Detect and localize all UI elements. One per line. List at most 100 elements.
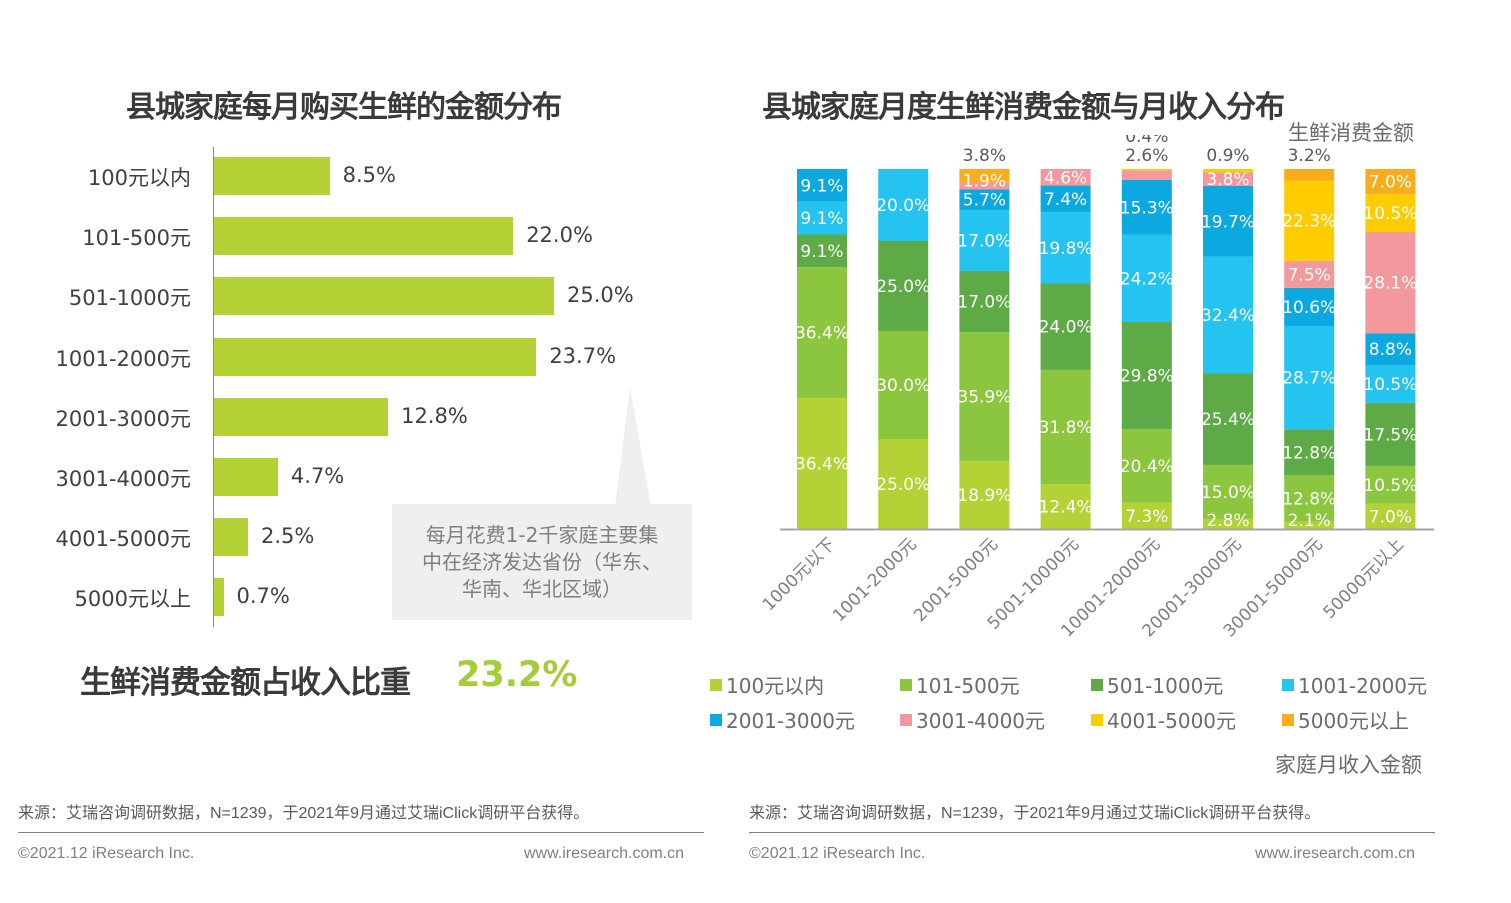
legend-item: 4001-5000元 <box>1091 705 1236 734</box>
stack-segment <box>1203 518 1253 529</box>
legend-swatch-icon <box>1282 713 1294 726</box>
category-label: 501-1000元 <box>68 286 191 311</box>
segment-value-label: 9.1% <box>800 209 843 229</box>
stack-segment <box>1040 369 1091 485</box>
stack-segment <box>1203 172 1253 186</box>
bar <box>214 217 514 256</box>
segment-value-label: 2.8% <box>1206 511 1249 531</box>
segment-value-label: 10.6% <box>1282 298 1336 318</box>
segment-value-label: 25.0% <box>876 475 930 495</box>
stack-segment <box>959 332 1010 462</box>
stack-segment <box>1040 283 1091 370</box>
stack-segment <box>1284 521 1335 529</box>
value-label: 4.7% <box>290 464 345 488</box>
segment-value-label: 7.5% <box>1288 265 1331 285</box>
segment-value-label: 31.8% <box>1039 418 1093 438</box>
stack-segment <box>959 461 1010 529</box>
right-chart-title: 县城家庭月度生鲜消费金额与月收入分布 <box>762 90 1285 125</box>
segment-value-label: 7.3% <box>1125 507 1168 527</box>
stack-segment <box>797 234 847 268</box>
stack-segment <box>797 398 847 529</box>
callout-line-3: 华南、华北区域） <box>462 577 622 601</box>
stack-segment <box>959 189 1010 210</box>
segment-value-label: 10.5% <box>1363 375 1417 395</box>
segment-value-label: 30.0% <box>876 376 930 396</box>
legend-title: 生鲜消费金额 <box>1288 121 1414 145</box>
category-label: 5000元以上 <box>74 587 191 612</box>
stack-segment <box>959 209 1010 272</box>
segment-value-label: 3.2% <box>1288 146 1331 166</box>
stacked-bar-chart: 36.4% 36.4% 9.1% 9.1% 9.1% 1000元以下 25.0% 30.0% 2… <box>760 135 1434 641</box>
value-label: 22.0% <box>526 223 593 248</box>
legend-label: 2001-3000元 <box>726 709 856 733</box>
segment-value-label: 29.8% <box>1120 367 1174 387</box>
segment-value-label: 19.7% <box>1201 212 1255 232</box>
legend-item: 501-1000元 <box>1091 670 1223 699</box>
bar <box>214 578 224 617</box>
x-tick-label: 1000元以下 <box>760 534 840 615</box>
stack-segment <box>797 169 847 202</box>
bar <box>214 397 389 436</box>
segment-value-label: 25.0% <box>876 277 930 297</box>
segment-value-label: 12.4% <box>1039 498 1093 518</box>
stack-segment <box>1040 185 1091 213</box>
stack-segment <box>1365 365 1416 403</box>
category-label: 2001-3000元 <box>55 406 191 431</box>
stack-segment <box>797 201 847 235</box>
callout-pointer <box>615 388 651 506</box>
stack-segment <box>1365 402 1416 466</box>
segment-value-label: 36.4% <box>795 324 849 344</box>
left-copyright: ©2021.12 iResearch Inc. <box>18 845 195 862</box>
legend-label: 5000元以上 <box>1298 709 1409 733</box>
left-chart-title: 县城家庭每月购买生鲜的金额分布 <box>126 90 562 125</box>
x-tick-label: 2001-5000元 <box>910 534 1002 626</box>
stack-segment <box>1203 464 1253 519</box>
stack-segment <box>1203 169 1253 173</box>
stack-segment <box>1203 185 1253 257</box>
segment-value-label: 5.7% <box>963 191 1006 211</box>
legend-label: 3001-4000元 <box>916 709 1046 733</box>
segment-value-label: 24.2% <box>1120 269 1174 289</box>
bar <box>214 458 278 496</box>
stack-segment <box>959 182 1010 190</box>
category-label: 4001-5000元 <box>55 527 191 552</box>
bar <box>214 337 537 376</box>
legend-item: 2001-3000元 <box>710 705 855 734</box>
x-axis-title: 家庭月收入金额 <box>1275 753 1422 777</box>
segment-value-label: 15.0% <box>1201 483 1255 503</box>
segment-value-label: 35.9% <box>957 388 1011 408</box>
left-website-link[interactable]: www.iresearch.com.cn <box>524 845 685 862</box>
segment-value-label: 20.0% <box>876 196 930 216</box>
stack-segment <box>1121 322 1172 430</box>
stack-segment <box>1121 234 1172 322</box>
segment-value-label: 25.4% <box>1201 410 1255 430</box>
segment-value-label: 3.8% <box>963 146 1006 166</box>
legend-swatch-icon <box>710 678 722 691</box>
stack-segment <box>1284 180 1335 261</box>
segment-value-label: 36.4% <box>795 455 849 475</box>
right-website-link[interactable]: www.iresearch.com.cn <box>1255 845 1416 862</box>
value-label: 25.0% <box>567 283 634 308</box>
segment-value-label: 4.6% <box>1044 168 1087 188</box>
value-label: 23.7% <box>549 343 617 368</box>
legend-swatch-icon <box>710 713 722 726</box>
legend-label: 101-500元 <box>916 674 1020 698</box>
right-copyright: ©2021.12 iResearch Inc. <box>749 845 926 862</box>
segment-value-label: 7.0% <box>1369 507 1412 527</box>
value-label: 2.5% <box>261 524 315 549</box>
stack-segment <box>1365 503 1416 529</box>
segment-value-label: 22.3% <box>1282 212 1336 232</box>
stack-segment <box>1121 429 1172 503</box>
stack-segment <box>878 169 929 241</box>
stack-segment <box>1365 465 1416 504</box>
stack-segment <box>1284 429 1335 476</box>
legend-label: 4001-5000元 <box>1107 709 1237 733</box>
stack-segment <box>959 271 1010 333</box>
stack-segment <box>1040 169 1091 186</box>
segment-value-label: 17.0% <box>957 231 1011 251</box>
stack-segment <box>1121 502 1172 529</box>
segment-value-label: 32.4% <box>1201 306 1255 326</box>
legend-item: 100元以内 <box>710 670 824 699</box>
callout-box: 每月花费1-2千家庭主要集 中在经济发达省份（华东、 华南、华北区域） <box>392 504 692 620</box>
segment-value-label: 3.8% <box>1206 170 1249 190</box>
